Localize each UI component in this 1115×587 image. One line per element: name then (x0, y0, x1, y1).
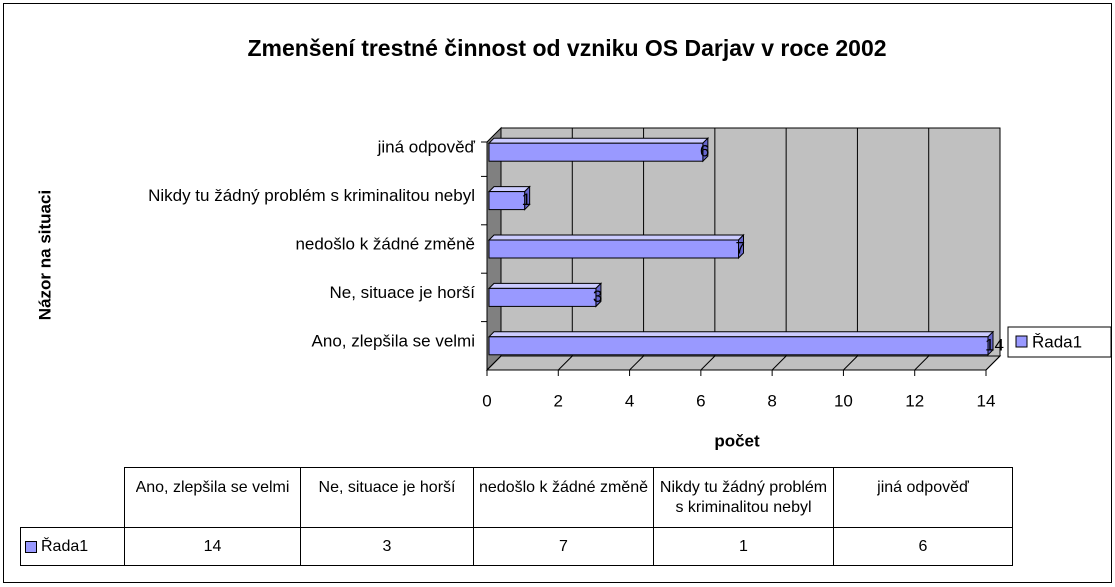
data-label: 3 (593, 287, 602, 306)
bar-top (487, 137, 710, 144)
floor (485, 355, 1002, 371)
x-tick-label: 0 (482, 391, 491, 410)
table-header: Ano, zlepšila se velmi (124, 467, 301, 528)
bar-top (487, 234, 745, 241)
bar (488, 239, 739, 259)
table-header-text: nedošlo k žádné změně (479, 479, 648, 496)
table-value: 6 (833, 527, 1013, 566)
legend-swatch (25, 540, 37, 553)
bar (488, 336, 989, 356)
y-tick-label: Ano, zlepšila se velmi (312, 331, 475, 350)
legend-label: Řada1 (1032, 332, 1082, 351)
table-value: 7 (473, 527, 654, 566)
grid-line (985, 128, 1001, 371)
table-header-text: Ano, zlepšila se velmi (135, 479, 290, 496)
table-value: 1 (653, 527, 834, 566)
bar (488, 191, 526, 211)
grid-line (557, 128, 573, 371)
grid-line (771, 128, 787, 371)
x-tick-label: 2 (554, 391, 563, 410)
bar (488, 142, 704, 162)
bar (488, 287, 597, 307)
table-value: 3 (300, 527, 474, 566)
data-label: 14 (985, 335, 1004, 354)
y-tick-label: Ne, situace je horší (329, 283, 475, 302)
legend-label: Řada1 (41, 537, 89, 555)
legend-swatch (1015, 335, 1028, 348)
legend-cell: Řada1 (20, 527, 125, 566)
table-header-text: jiná odpověď (877, 479, 969, 496)
data-label: 6 (700, 142, 709, 161)
x-tick-label: 6 (696, 391, 705, 410)
table-header: jiná odpověď (833, 467, 1013, 528)
y-tick-label: nedošlo k žádné změně (295, 234, 475, 253)
y-axis-label: Názor na situaci (35, 190, 54, 320)
grid-line (629, 128, 645, 371)
x-axis-label: počet (714, 431, 760, 450)
chart-title: Zmenšení trestné činnost od vzniku OS Da… (247, 35, 886, 61)
x-tick-label: 4 (625, 391, 634, 410)
data-label: 1 (522, 190, 531, 209)
x-tick-label: 8 (767, 391, 776, 410)
table-header-text: Ne, situace je horší (318, 479, 456, 496)
data-label: 7 (736, 238, 745, 257)
grid-line (843, 128, 858, 371)
x-tick-label: 12 (905, 391, 924, 410)
table-header: nedošlo k žádné změně (473, 467, 654, 528)
grid-line (914, 128, 930, 371)
table-header: Ne, situace je horší (300, 467, 474, 528)
x-tick-label: 14 (977, 391, 996, 410)
y-tick-label: Nikdy tu žádný problém s kriminalitou ne… (148, 186, 475, 205)
grid-line (700, 128, 716, 371)
x-tick-label: 10 (834, 391, 853, 410)
y-tick-label: jiná odpověď (377, 138, 476, 157)
bar-top (487, 282, 603, 289)
table-value: 14 (124, 527, 301, 566)
bar-top (487, 331, 995, 338)
table-header-text: Nikdy tu žádný problém s kriminalitou ne… (659, 479, 828, 516)
table-header: Nikdy tu žádný problém s kriminalitou ne… (653, 467, 834, 528)
